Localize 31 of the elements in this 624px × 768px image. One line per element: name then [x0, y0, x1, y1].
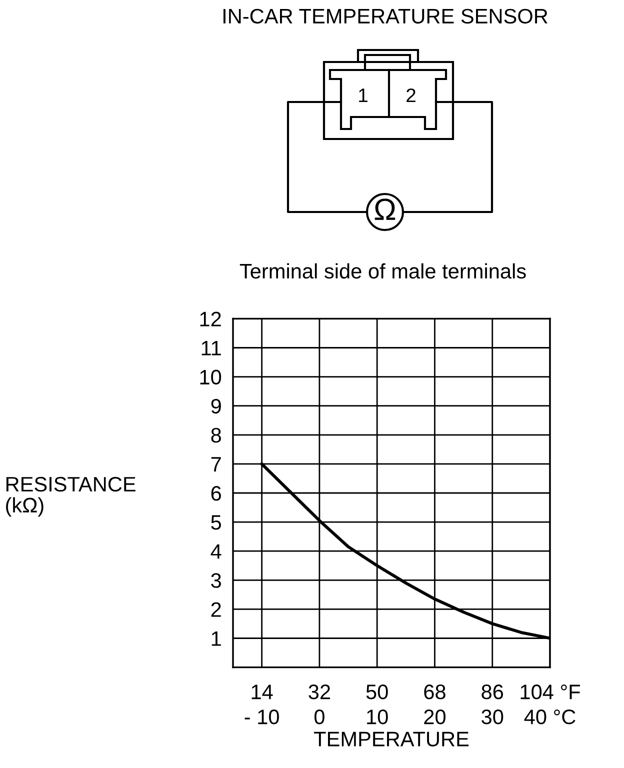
y-tick-label: 5 — [211, 515, 222, 530]
x-axis-title: TEMPERATURE — [314, 732, 469, 746]
x-tick-label: 40 °C — [524, 710, 576, 724]
x-tick-label: - 10 — [244, 710, 279, 724]
chart-subtitle: Terminal side of male terminals — [240, 263, 526, 279]
y-tick-label: 12 — [200, 312, 221, 326]
x2-tick-label: 50 — [366, 684, 388, 700]
x2-tick-label: 104 °F — [520, 684, 580, 700]
x2-tick-label: 68 — [424, 684, 446, 700]
y-tick-label: 11 — [202, 340, 221, 356]
text: 2 — [406, 88, 416, 102]
y-tick-label: 4 — [210, 544, 222, 559]
x2-tick-label: 86 — [482, 684, 504, 700]
x-tick-label: 30 — [482, 710, 504, 724]
y-tick-label: 1 — [212, 631, 221, 646]
y-tick-label: 2 — [211, 602, 221, 617]
x2-tick-label: 14 — [252, 684, 273, 700]
y-tick-label: 6 — [211, 486, 221, 501]
y-tick-label: 3 — [211, 573, 221, 588]
y-tick-label: 9 — [211, 398, 221, 414]
y-tick-label: 10 — [200, 370, 222, 385]
x-tick-label: 10 — [367, 710, 388, 724]
x-tick-label: 0 — [314, 710, 324, 724]
y-tick-label: 7 — [211, 457, 221, 472]
text: 1 — [359, 88, 368, 102]
chart-title: IN-CAR TEMPERATURE SENSOR — [224, 8, 548, 24]
x-tick-label: 20 — [424, 710, 446, 724]
y-axis-title: RESISTANCE (kΩ) — [6, 476, 136, 517]
text: Ω — [374, 198, 396, 220]
x2-tick-label: 32 — [308, 684, 330, 700]
y-tick-label: 8 — [211, 428, 221, 443]
